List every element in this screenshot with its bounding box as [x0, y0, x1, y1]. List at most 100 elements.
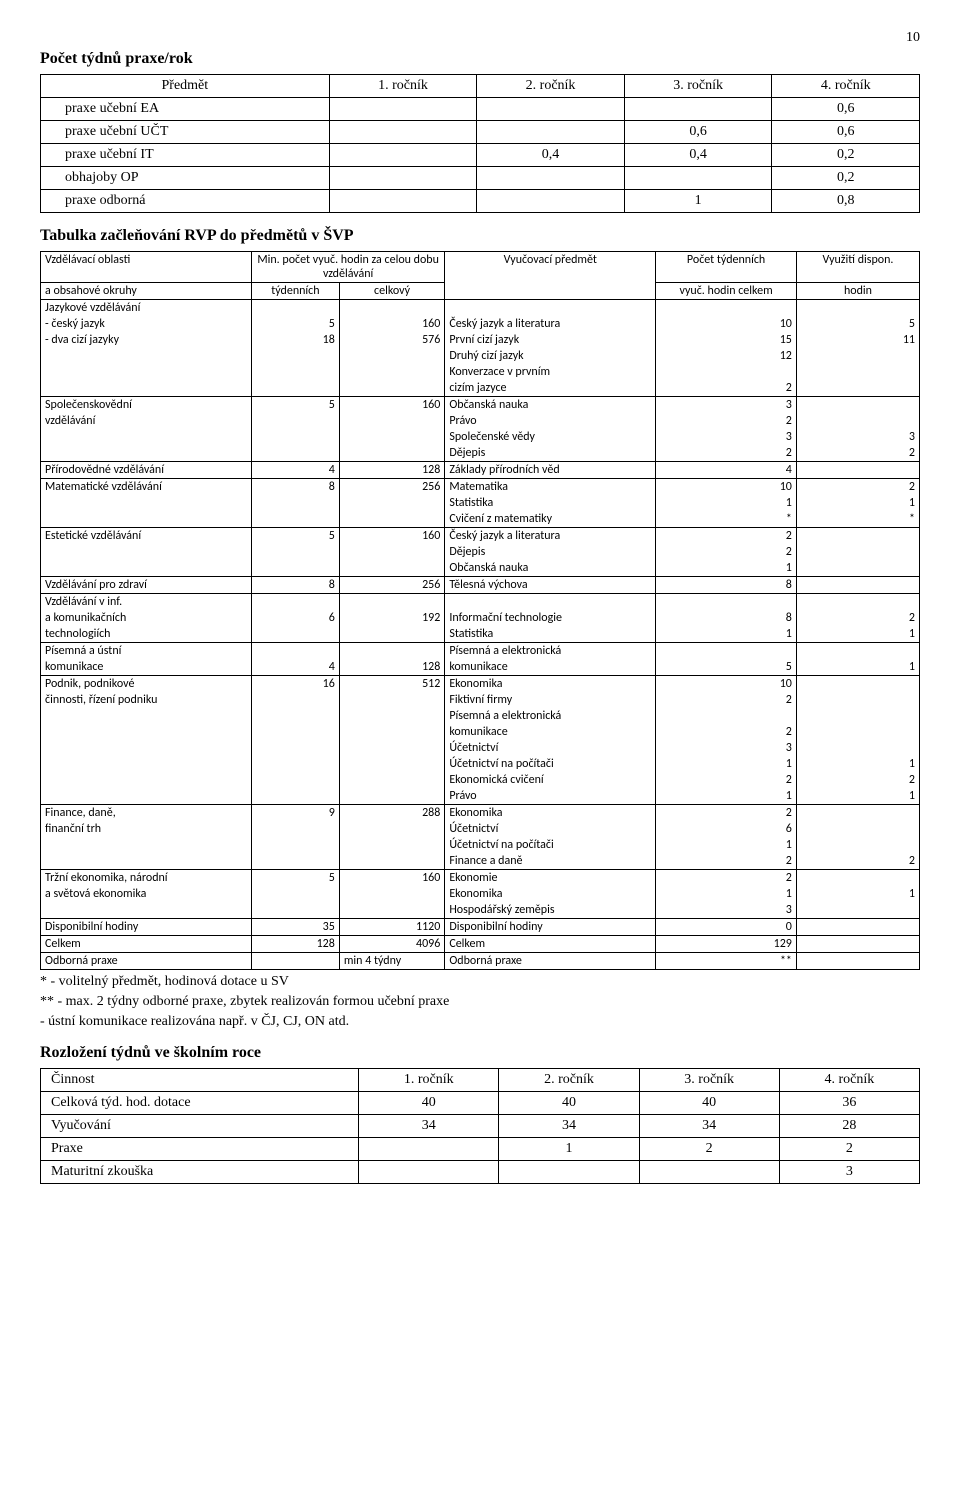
table-cell: [339, 724, 444, 740]
table-cell: 8: [656, 577, 797, 594]
table-cell: 3: [656, 740, 797, 756]
table-cell: [796, 692, 919, 708]
table-cell: 1: [656, 495, 797, 511]
table-cell: Estetické vzdělávání: [41, 528, 252, 545]
table-cell: [339, 821, 444, 837]
table-cell: praxe učební EA: [41, 98, 330, 121]
table-cell: [339, 560, 444, 577]
table-cell: [796, 936, 919, 953]
table-cell: 1: [796, 756, 919, 772]
table-cell: [329, 98, 477, 121]
table-header-cell: a obsahové okruhy: [41, 283, 252, 300]
table-cell: [796, 708, 919, 724]
table-cell: [41, 740, 252, 756]
table-cell: 2: [796, 479, 919, 496]
table-cell: 10: [656, 479, 797, 496]
table-cell: [41, 708, 252, 724]
table-cell: [41, 902, 252, 919]
table-cell: Statistika: [445, 495, 656, 511]
table-cell: 288: [339, 805, 444, 822]
table-cell: 256: [339, 577, 444, 594]
table-header-cell: Činnost: [41, 1069, 359, 1092]
table-cell: [796, 594, 919, 611]
table-header-cell: Využití dispon.: [796, 252, 919, 283]
table-cell: [339, 740, 444, 756]
table-cell: 160: [339, 316, 444, 332]
table-cell: [796, 724, 919, 740]
table-cell: [359, 1138, 499, 1161]
table-cell: 4: [656, 462, 797, 479]
table-cell: praxe učební UČT: [41, 121, 330, 144]
table-cell: 34: [499, 1115, 639, 1138]
table-cell: - český jazyk: [41, 316, 252, 332]
table-cell: 128: [339, 659, 444, 676]
table-cell: [339, 853, 444, 870]
table-cell: 10: [656, 676, 797, 693]
table-cell: Cvičení z matematiky: [445, 511, 656, 528]
table-cell: Písemná a ústní: [41, 643, 252, 660]
heading-rozlozeni: Rozložení týdnů ve školním roce: [40, 1044, 920, 1062]
table-cell: 2: [656, 724, 797, 740]
table-cell: První cizí jazyk: [445, 332, 656, 348]
table-cell: [251, 692, 339, 708]
table-cell: 160: [339, 528, 444, 545]
table-cell: Tělesná výchova: [445, 577, 656, 594]
table-cell: [339, 756, 444, 772]
table-cell: 3: [656, 429, 797, 445]
table-cell: praxe učební IT: [41, 144, 330, 167]
table-cell: [796, 919, 919, 936]
table-cell: [339, 837, 444, 853]
table-cell: Celková týd. hod. dotace: [41, 1092, 359, 1115]
table-praxe: Předmět1. ročník2. ročník3. ročník4. roč…: [40, 74, 920, 213]
table-cell: [41, 837, 252, 853]
table-header-cell: 4. ročník: [772, 75, 920, 98]
table-cell: min 4 týdny: [339, 953, 444, 970]
table-cell: Tržní ekonomika, národní: [41, 870, 252, 887]
table-cell: Matematika: [445, 479, 656, 496]
table-cell: Právo: [445, 413, 656, 429]
table-cell: Písemná a elektronická: [445, 708, 656, 724]
table-cell: [339, 544, 444, 560]
table-cell: [251, 429, 339, 445]
table-cell: 2: [656, 413, 797, 429]
table-cell: Ekonomika: [445, 805, 656, 822]
table-header-cell: 1. ročník: [329, 75, 477, 98]
table-header-cell: Vyučovací předmět: [445, 252, 656, 300]
table-cell: Účetnictví: [445, 821, 656, 837]
table-cell: Finance a daně: [445, 853, 656, 870]
table-cell: 192: [339, 610, 444, 626]
table-cell: 2: [656, 870, 797, 887]
table-cell: 34: [359, 1115, 499, 1138]
table-cell: Statistika: [445, 626, 656, 643]
note-line: ** - max. 2 týdny odborné praxe, zbytek …: [40, 994, 920, 1010]
table-cell: vzdělávání: [41, 413, 252, 429]
table-cell: komunikace: [445, 724, 656, 740]
table-cell: 1: [796, 495, 919, 511]
table-cell: [41, 445, 252, 462]
table-cell: [251, 708, 339, 724]
table-cell: [477, 190, 625, 213]
table-cell: [499, 1161, 639, 1184]
table-cell: 1: [656, 560, 797, 577]
table-cell: Fiktivní firmy: [445, 692, 656, 708]
table-cell: Český jazyk a literatura: [445, 528, 656, 545]
table-cell: 0,6: [624, 121, 772, 144]
table-cell: - dva cizí jazyky: [41, 332, 252, 348]
table-cell: 5: [656, 659, 797, 676]
table-cell: 10: [656, 316, 797, 332]
table-cell: [796, 348, 919, 364]
table-cell: [339, 445, 444, 462]
table-cell: [251, 953, 339, 970]
table-cell: 5: [796, 316, 919, 332]
table-rvp: Vzdělávací oblastiMin. počet vyuč. hodin…: [40, 251, 920, 970]
table-cell: [796, 805, 919, 822]
table-cell: 1: [656, 788, 797, 805]
table-cell: Účetnictví na počítači: [445, 756, 656, 772]
table-cell: [796, 380, 919, 397]
table-cell: Vzdělávání pro zdraví: [41, 577, 252, 594]
table-cell: 18: [251, 332, 339, 348]
table-cell: Finance, daně,: [41, 805, 252, 822]
table-cell: Účetnictví na počítači: [445, 837, 656, 853]
table-cell: Maturitní zkouška: [41, 1161, 359, 1184]
table-cell: 2: [796, 853, 919, 870]
